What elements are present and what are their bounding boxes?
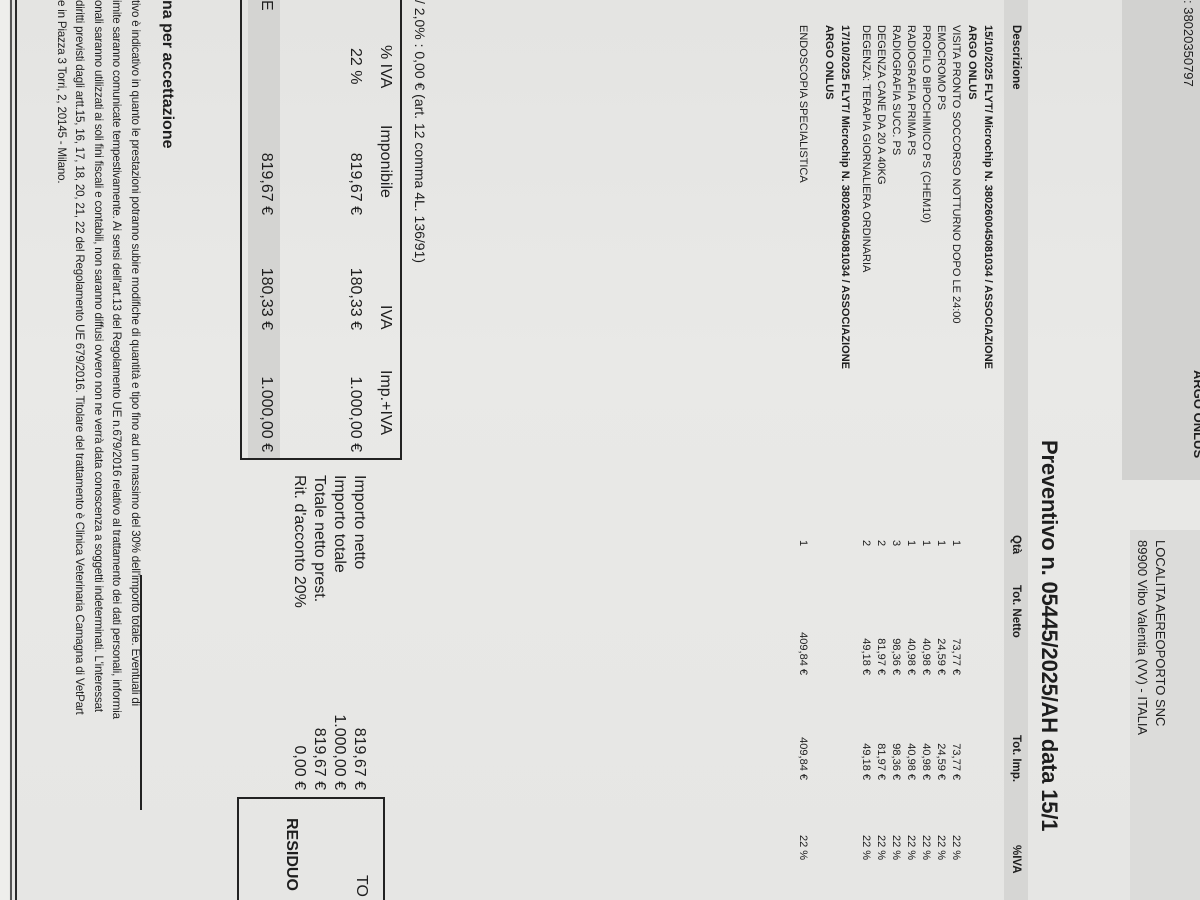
row-tot-netto: 40,98 € — [905, 638, 917, 675]
disclaimer-line: onali saranno utilizzati ai soli fini fi… — [92, 0, 105, 712]
total-value: 819,67 € — [351, 727, 368, 790]
row-iva: 22 % — [935, 835, 947, 861]
tax-code: : 38020350797 — [1181, 0, 1196, 87]
group-heading: ARGO ONLUS — [823, 25, 835, 100]
row-description: DEGENZA: TERAPIA GIORNALIERA ORDINARIA — [860, 25, 872, 273]
row-tot-imp: 40,98 € — [920, 743, 932, 780]
row-tot-netto: 81,97 € — [875, 638, 887, 675]
vat-total-iva: 180,33 € — [258, 267, 275, 330]
row-description: DEGENZA CANE DA 20 A 40KG — [875, 25, 887, 185]
total-label: Rit. d'acconto 20% — [291, 475, 308, 608]
residuo-top-label: TO — [353, 875, 370, 897]
background-surface — [0, 0, 9, 900]
row-description: EMOCROMO PS — [935, 25, 947, 110]
col-descrizione: Descrizione — [1010, 25, 1022, 90]
row-qty: 1 — [920, 540, 932, 547]
col-tot-imp: Tot. Imp. — [1010, 735, 1022, 783]
row-description: ENDOSCOPIA SPECIALISTICA — [797, 25, 809, 183]
row-tot-netto: 73,77 € — [950, 638, 962, 675]
row-qty: 1 — [797, 540, 809, 547]
signature-label: na per accettazione — [159, 0, 176, 149]
vat-col-imp-iva: Imp.+IVA — [377, 370, 394, 436]
row-qty: 2 — [875, 540, 887, 547]
row-qty: 1 — [905, 540, 917, 547]
vat-rate: 22 % — [347, 48, 364, 85]
vat-col-iva-amount: IVA — [377, 305, 394, 330]
row-description: RADIOGRAFIA PRIMA PS — [905, 25, 917, 156]
row-tot-netto: 98,36 € — [890, 638, 902, 675]
paper-edge-shadow — [10, 0, 12, 900]
row-qty: 3 — [890, 540, 902, 547]
disclaimer-line: imite saranno comunicate tempestivamente… — [110, 0, 124, 719]
row-tot-imp: 73,77 € — [950, 743, 962, 780]
disclaimer-line: e in Piazza 3 Torri, 2, 20145 - Milano. — [55, 0, 68, 184]
row-qty: 2 — [860, 540, 872, 547]
row-tot-imp: 49,18 € — [860, 743, 872, 780]
row-description: RADIOGRAFIA SUCC. PS — [890, 25, 902, 156]
vat-total-imp-iva: 1.000,00 € — [258, 376, 275, 452]
vat-total-label: E — [258, 0, 275, 11]
client-address-line1: LOCALITA AEREOPORTO SNC — [1153, 540, 1168, 727]
row-iva: 22 % — [905, 835, 917, 861]
col-iva: %IVA — [1010, 845, 1022, 874]
vat-amount: 180,33 € — [347, 267, 364, 330]
row-iva: 22 % — [875, 835, 887, 861]
row-tot-imp: 409,84 € — [797, 737, 809, 780]
row-tot-imp: 98,36 € — [890, 743, 902, 780]
row-tot-netto: 40,98 € — [920, 638, 932, 675]
row-qty: 1 — [950, 540, 962, 547]
row-qty: 1 — [935, 540, 947, 547]
group-heading: ARGO ONLUS — [966, 25, 978, 100]
vat-imponibile: 819,67 € — [347, 152, 364, 215]
total-value: 1.000,00 € — [331, 714, 348, 790]
row-tot-netto: 49,18 € — [860, 638, 872, 675]
total-label: Totale netto prest. — [311, 475, 328, 603]
row-description: PROFILO BIPOCHIMICO PS (CHEM10) — [920, 25, 932, 224]
residuo-label: RESIDUO — [283, 818, 300, 891]
row-iva: 22 % — [860, 835, 872, 861]
row-iva: 22 % — [950, 835, 962, 861]
paper-edge — [15, 0, 17, 900]
total-label: Importo totale — [331, 475, 348, 573]
disclaimer-line: tivo è indicativo in quanto le prestazio… — [129, 0, 142, 707]
withholding-note: / 2,0% : 0,00 € (art. 12 comma 4L. 136/9… — [412, 0, 428, 264]
vat-imp-plus-iva: 1.000,00 € — [347, 376, 364, 452]
total-value: 0,00 € — [291, 745, 308, 790]
row-iva: 22 % — [920, 835, 932, 861]
page-title: Preventivo n. 05445/2025/AH data 15/1 — [1037, 440, 1062, 832]
col-qta: Qtà — [1010, 535, 1022, 555]
row-tot-imp: 40,98 € — [905, 743, 917, 780]
total-value: 819,67 € — [311, 727, 328, 790]
group-heading: 17/10/2025 FLYT/ Microchip N. 3802600450… — [839, 25, 851, 370]
vat-col-imponibile: Imponibile — [377, 125, 394, 198]
total-label: Importo netto — [351, 475, 368, 570]
row-tot-netto: 24,59 € — [935, 638, 947, 675]
row-tot-netto: 409,84 € — [797, 632, 809, 675]
client-name: ARGO ONLUS — [1191, 370, 1200, 459]
vat-total-imponibile: 819,67 € — [258, 152, 275, 215]
vat-col-iva: % IVA — [377, 45, 394, 89]
disclaimer-line: diritti previsti dagli artt.15, 16, 17, … — [73, 0, 87, 715]
row-tot-imp: 24,59 € — [935, 743, 947, 780]
row-iva: 22 % — [797, 835, 809, 861]
row-tot-imp: 81,97 € — [875, 743, 887, 780]
row-iva: 22 % — [890, 835, 902, 861]
row-description: VISITA PRONTO SOCCORSO NOTTURNO DOPO LE … — [950, 25, 962, 324]
group-heading: 15/10/2025 FLYT/ Microchip N. 3802600450… — [982, 25, 994, 370]
client-address-line2: 89900 Vibo Valentia (VV) - ITALIA — [1135, 540, 1150, 736]
col-tot-netto: Tot. Netto — [1010, 585, 1022, 638]
